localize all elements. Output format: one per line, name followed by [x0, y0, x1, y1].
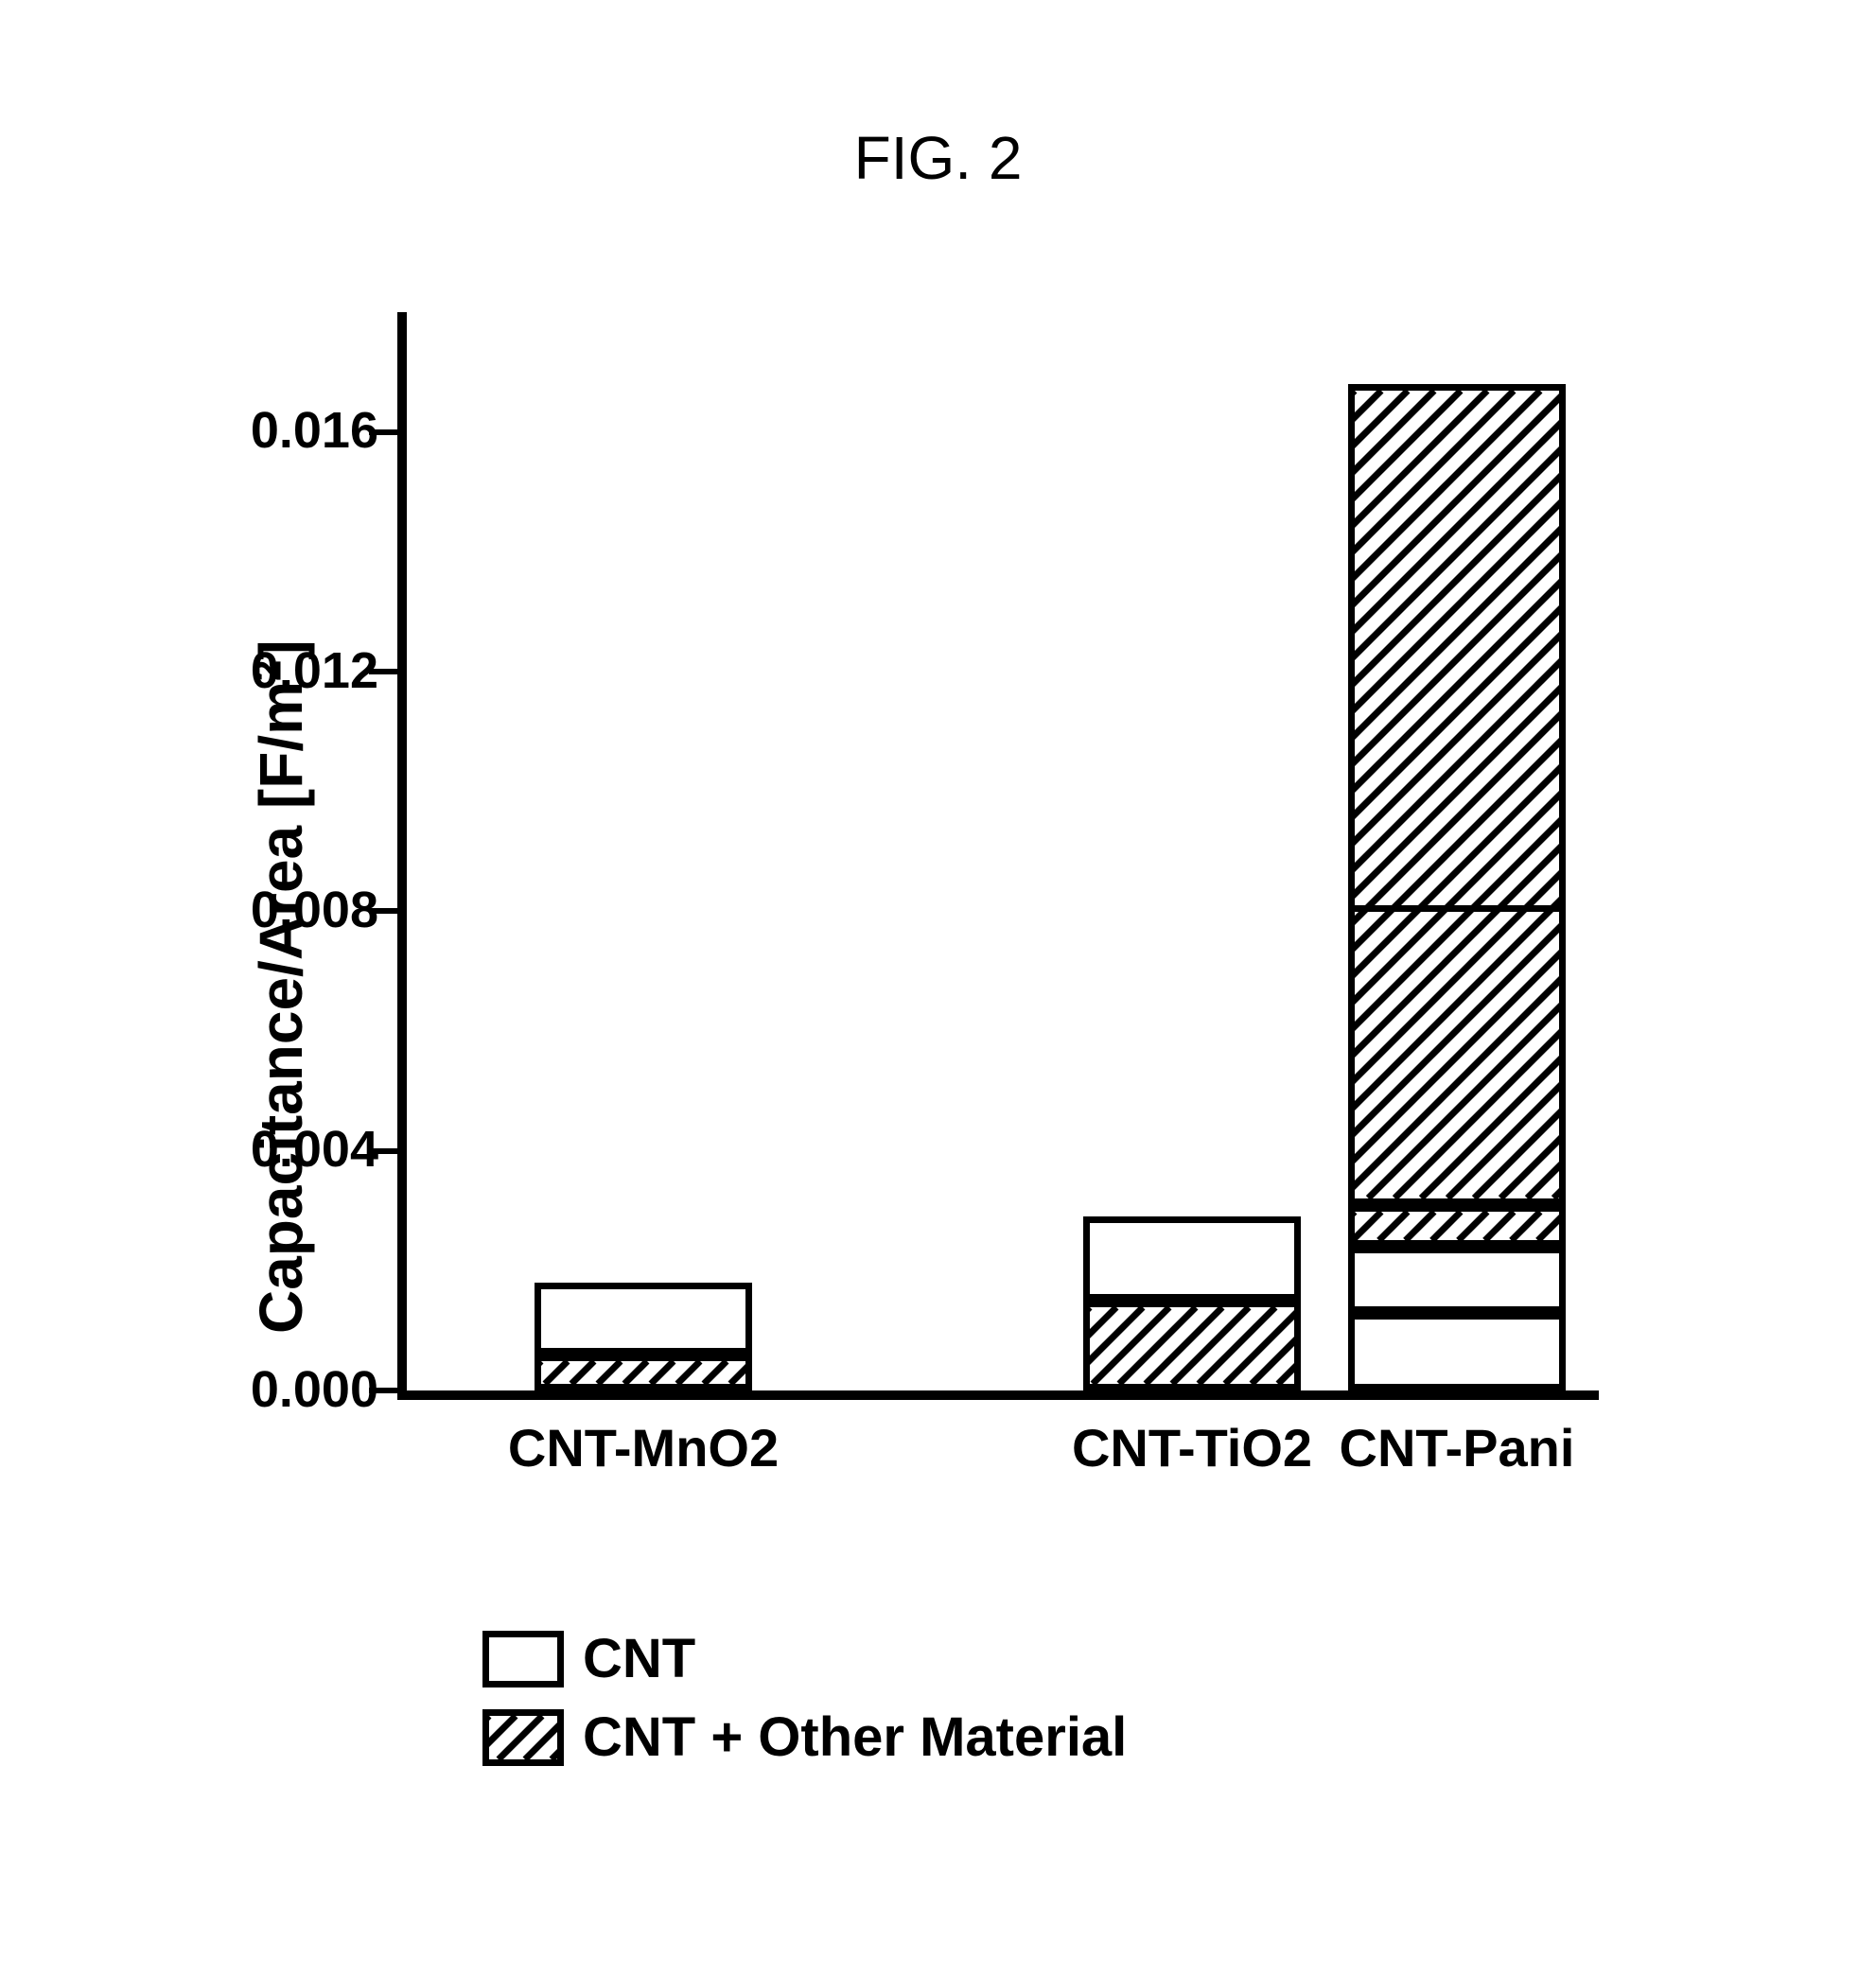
bar-segment-plain	[1348, 1313, 1566, 1390]
bar-segment-plain	[535, 1283, 752, 1355]
legend-label: CNT	[583, 1627, 695, 1690]
figure-title: FIG. 2	[0, 123, 1876, 193]
legend-swatch-plain	[482, 1631, 564, 1687]
legend-swatch-hatched	[482, 1709, 564, 1766]
legend: CNT CNT + Other Material	[482, 1627, 1127, 1784]
y-axis-label: Capacitance/Area [F/m2]	[246, 639, 316, 1334]
page-root: { "figure": { "title": "FIG. 2", "title_…	[0, 0, 1876, 1976]
bar-segment-hatched	[1083, 1301, 1301, 1390]
y-tick-label: 0.000	[189, 1360, 378, 1419]
bar-segment-hatched	[535, 1355, 752, 1390]
bar-segment-plain	[1348, 1247, 1566, 1313]
bar-segment-hatched	[1348, 384, 1566, 1205]
y-tick-label: 0.004	[189, 1120, 378, 1179]
y-tick-label: 0.012	[189, 641, 378, 700]
x-tick-label: CNT-MnO2	[478, 1417, 809, 1478]
y-tick-label: 0.008	[189, 881, 378, 939]
legend-label: CNT + Other Material	[583, 1705, 1127, 1769]
bar-segment-hatched	[1348, 1205, 1566, 1247]
x-tick-label: CNT-Pani	[1291, 1417, 1622, 1478]
bar-internal-divider	[1348, 905, 1566, 912]
y-tick-label: 0.016	[189, 401, 378, 460]
bar-segment-plain	[1083, 1216, 1301, 1301]
legend-row: CNT	[482, 1627, 1127, 1690]
legend-row: CNT + Other Material	[482, 1705, 1127, 1769]
